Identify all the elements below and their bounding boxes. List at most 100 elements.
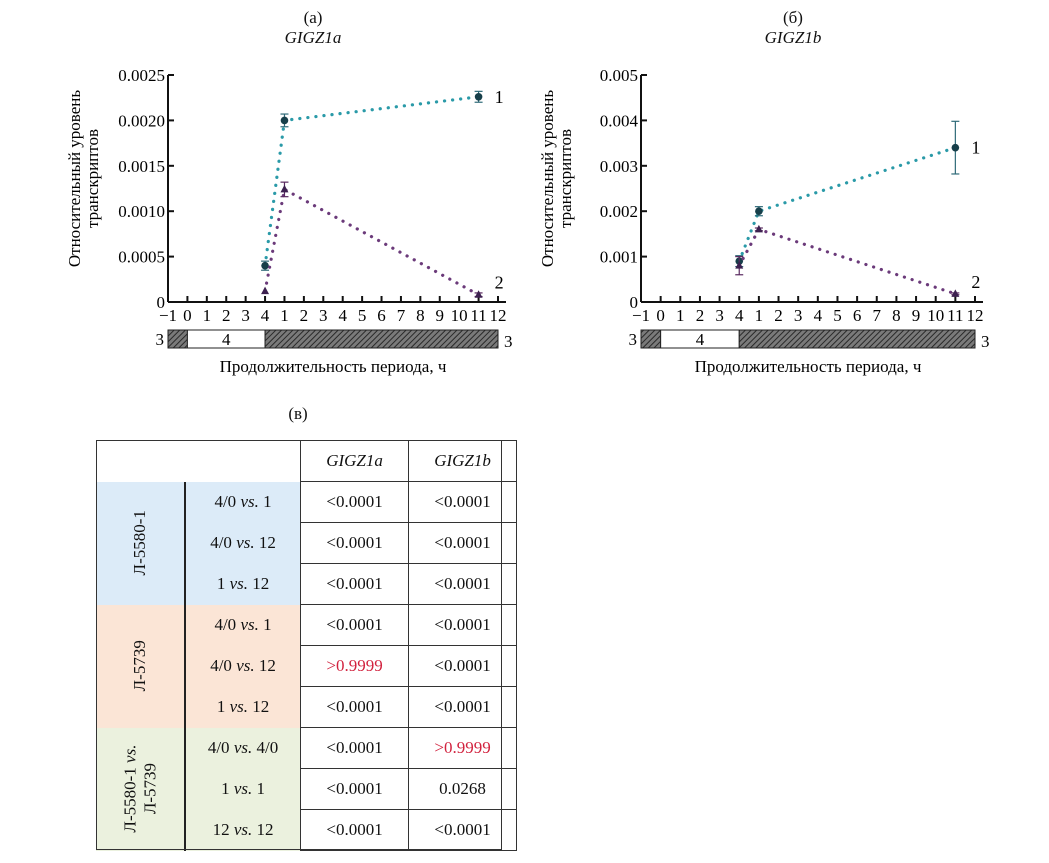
p-value-gene-a: <0.0001: [300, 522, 410, 564]
comparison-right: 1: [258, 615, 272, 634]
p-value: <0.0001: [434, 820, 491, 839]
x-tick-label: 3: [319, 306, 328, 325]
group-label: Л-5580-1: [130, 510, 150, 576]
period-label-right: 3: [504, 332, 513, 351]
y-axis-label: транскриптов: [83, 129, 102, 228]
p-value: <0.0001: [326, 738, 383, 757]
group-label: Л-5739: [130, 640, 150, 692]
comparison-left: 4/0: [207, 738, 234, 757]
series-label: 2: [971, 272, 980, 292]
header-gene-b: GIGZ1b: [408, 440, 518, 482]
x-tick-label: 1: [280, 306, 289, 325]
y-tick-label: 0.0010: [118, 202, 165, 221]
y-tick-label: 0.0005: [118, 248, 165, 267]
y-tick-label: 0.005: [600, 66, 638, 85]
dark-period-right: [264, 329, 499, 349]
comparison-left: 4/0: [214, 492, 241, 511]
x-tick-label: 9: [436, 306, 445, 325]
comparison-right: 12: [247, 697, 270, 716]
x-tick-label: 1: [676, 306, 685, 325]
p-value: 0.0268: [439, 779, 486, 798]
p-value: >0.9999: [326, 656, 383, 675]
table-row: 4/0 vs. 12 >0.9999 <0.0001: [96, 645, 518, 687]
x-tick-label: 0: [656, 306, 665, 325]
comparison-right: 12: [254, 656, 276, 675]
comparison-right: 4/0: [252, 738, 279, 757]
chart-a-group: Относительный уровень транскриптов 0 0.0005…: [65, 66, 513, 376]
series-label: 1: [971, 138, 980, 158]
x-tick-label: 4: [735, 306, 744, 325]
p-value-gene-a: >0.9999: [300, 645, 410, 687]
p-value: >0.9999: [434, 738, 491, 757]
period-label-middle: 4: [696, 330, 705, 349]
x-tick-label: 8: [416, 306, 425, 325]
x-tick-label: 0: [183, 306, 192, 325]
period-label-middle: 4: [222, 330, 231, 349]
vs-text: vs.: [236, 533, 255, 552]
data-point-triangle: [280, 184, 289, 193]
p-value-gene-b: <0.0001: [408, 645, 518, 687]
chart-title-a: GIGZ1a: [284, 28, 342, 47]
p-value: <0.0001: [434, 615, 491, 634]
comparison-left: 1: [216, 697, 230, 716]
x-tick-label: 12: [967, 306, 984, 325]
table-row: Л-5739 4/0 vs. 1 <0.0001 <0.0001: [96, 604, 518, 728]
comparison-right: 12: [254, 533, 276, 552]
p-value-gene-a: <0.0001: [300, 563, 410, 605]
p-value: <0.0001: [326, 820, 383, 839]
p-value-gene-b: <0.0001: [408, 604, 518, 646]
comparison-cell: 1 vs. 12: [185, 686, 301, 728]
x-tick-label: 2: [696, 306, 705, 325]
comparison-right: 1: [252, 779, 265, 798]
vs-text: vs.: [240, 492, 259, 511]
p-value-gene-a: <0.0001: [300, 768, 410, 810]
group-label-line: Л-5739: [140, 763, 160, 815]
dark-period-right: [738, 329, 976, 349]
group-label-cell: Л-5580-1: [96, 481, 187, 605]
x-tick-label: 7: [873, 306, 882, 325]
x-tick-label: 6: [853, 306, 862, 325]
y-axis-label: транскриптов: [556, 129, 575, 228]
comparison-cell: 4/0 vs. 12: [185, 645, 301, 687]
comparison-cell: 4/0 vs. 1: [185, 604, 301, 646]
comparison-right: 1: [258, 492, 272, 511]
y-tick-label: 0.001: [600, 248, 638, 267]
x-tick-label: 1: [755, 306, 764, 325]
data-point-circle: [261, 261, 269, 270]
chart-b-group: Относительный уровень транскриптов 0 0.001 0…: [538, 66, 990, 376]
panel-label-a: (а): [303, 8, 323, 27]
vs-text: vs.: [233, 779, 253, 798]
y-axis-label: Относительный уровень: [538, 90, 557, 268]
data-point-circle: [280, 116, 289, 125]
data-point-circle: [951, 143, 960, 152]
p-value-gene-b: <0.0001: [408, 522, 518, 564]
vs-text: vs.: [229, 574, 248, 593]
column-header: GIGZ1b: [434, 451, 491, 470]
p-value: <0.0001: [326, 574, 383, 593]
header-gene-a: GIGZ1a: [300, 440, 410, 482]
x-tick-label: −1: [159, 306, 177, 325]
comparison-right: 12: [247, 574, 270, 593]
column-header: GIGZ1a: [326, 451, 383, 470]
x-tick-label: 2: [300, 306, 309, 325]
p-value-gene-a: <0.0001: [300, 809, 410, 851]
comparison-left: 1: [216, 574, 230, 593]
x-tick-label: 2: [774, 306, 783, 325]
comparison-cell: 12 vs. 12: [185, 809, 301, 851]
x-axis-label: Продолжительность периода, ч: [220, 357, 447, 376]
panel-label-b: (б): [783, 8, 803, 27]
table-row: Л-5580-1 vs. Л-5739 4/0 vs. 4/0 <0.0001 >0.9…: [96, 727, 518, 851]
p-value: <0.0001: [434, 574, 491, 593]
table-row: 12 vs. 12 <0.0001 <0.0001: [96, 809, 518, 851]
x-tick-label: 9: [912, 306, 921, 325]
group-label-line: Л-5580-1 vs.: [120, 744, 140, 833]
vs-text: vs.: [120, 744, 140, 764]
p-value-gene-b: <0.0001: [408, 563, 518, 605]
comparison-left: 4/0: [210, 656, 237, 675]
x-tick-label: 2: [222, 306, 231, 325]
series-label: 1: [495, 87, 504, 107]
comparison-cell: 4/0 vs. 4/0: [185, 727, 301, 769]
comparison-left: 12: [212, 820, 234, 839]
data-point-triangle: [474, 290, 483, 298]
p-value: <0.0001: [434, 697, 491, 716]
